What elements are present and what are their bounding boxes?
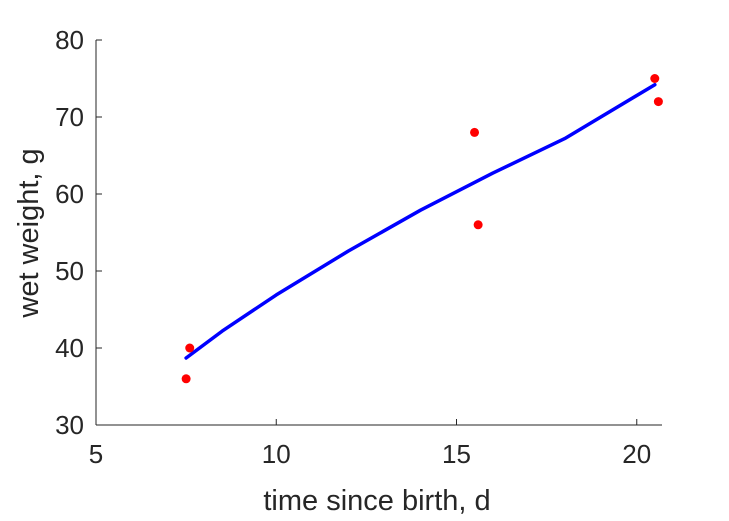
y-tick-label: 50: [55, 256, 84, 286]
y-tick-label: 60: [55, 179, 84, 209]
plot-area: [181, 74, 663, 384]
data-point: [473, 220, 483, 230]
x-tick-label: 10: [262, 439, 291, 469]
fit-line: [184, 82, 657, 360]
x-tick-label: 20: [622, 439, 651, 469]
y-axis-ticks: 30 40 50 60 70 80: [55, 25, 102, 440]
y-tick-label: 40: [55, 333, 84, 363]
x-axis-ticks: 5 10 15 20: [89, 419, 651, 469]
x-tick-label: 5: [89, 439, 103, 469]
axes: [95, 40, 662, 426]
data-point: [185, 343, 195, 353]
data-point: [650, 74, 660, 83]
y-tick-label: 70: [55, 102, 84, 132]
data-point: [470, 127, 480, 137]
y-tick-label: 80: [55, 25, 84, 55]
y-tick-label: 30: [55, 410, 84, 440]
y-axis-label: wet weight, g: [13, 148, 45, 318]
data-point: [653, 97, 663, 107]
x-tick-label: 15: [442, 439, 471, 469]
data-point: [181, 374, 191, 384]
x-axis-label: time since birth, d: [263, 485, 490, 517]
